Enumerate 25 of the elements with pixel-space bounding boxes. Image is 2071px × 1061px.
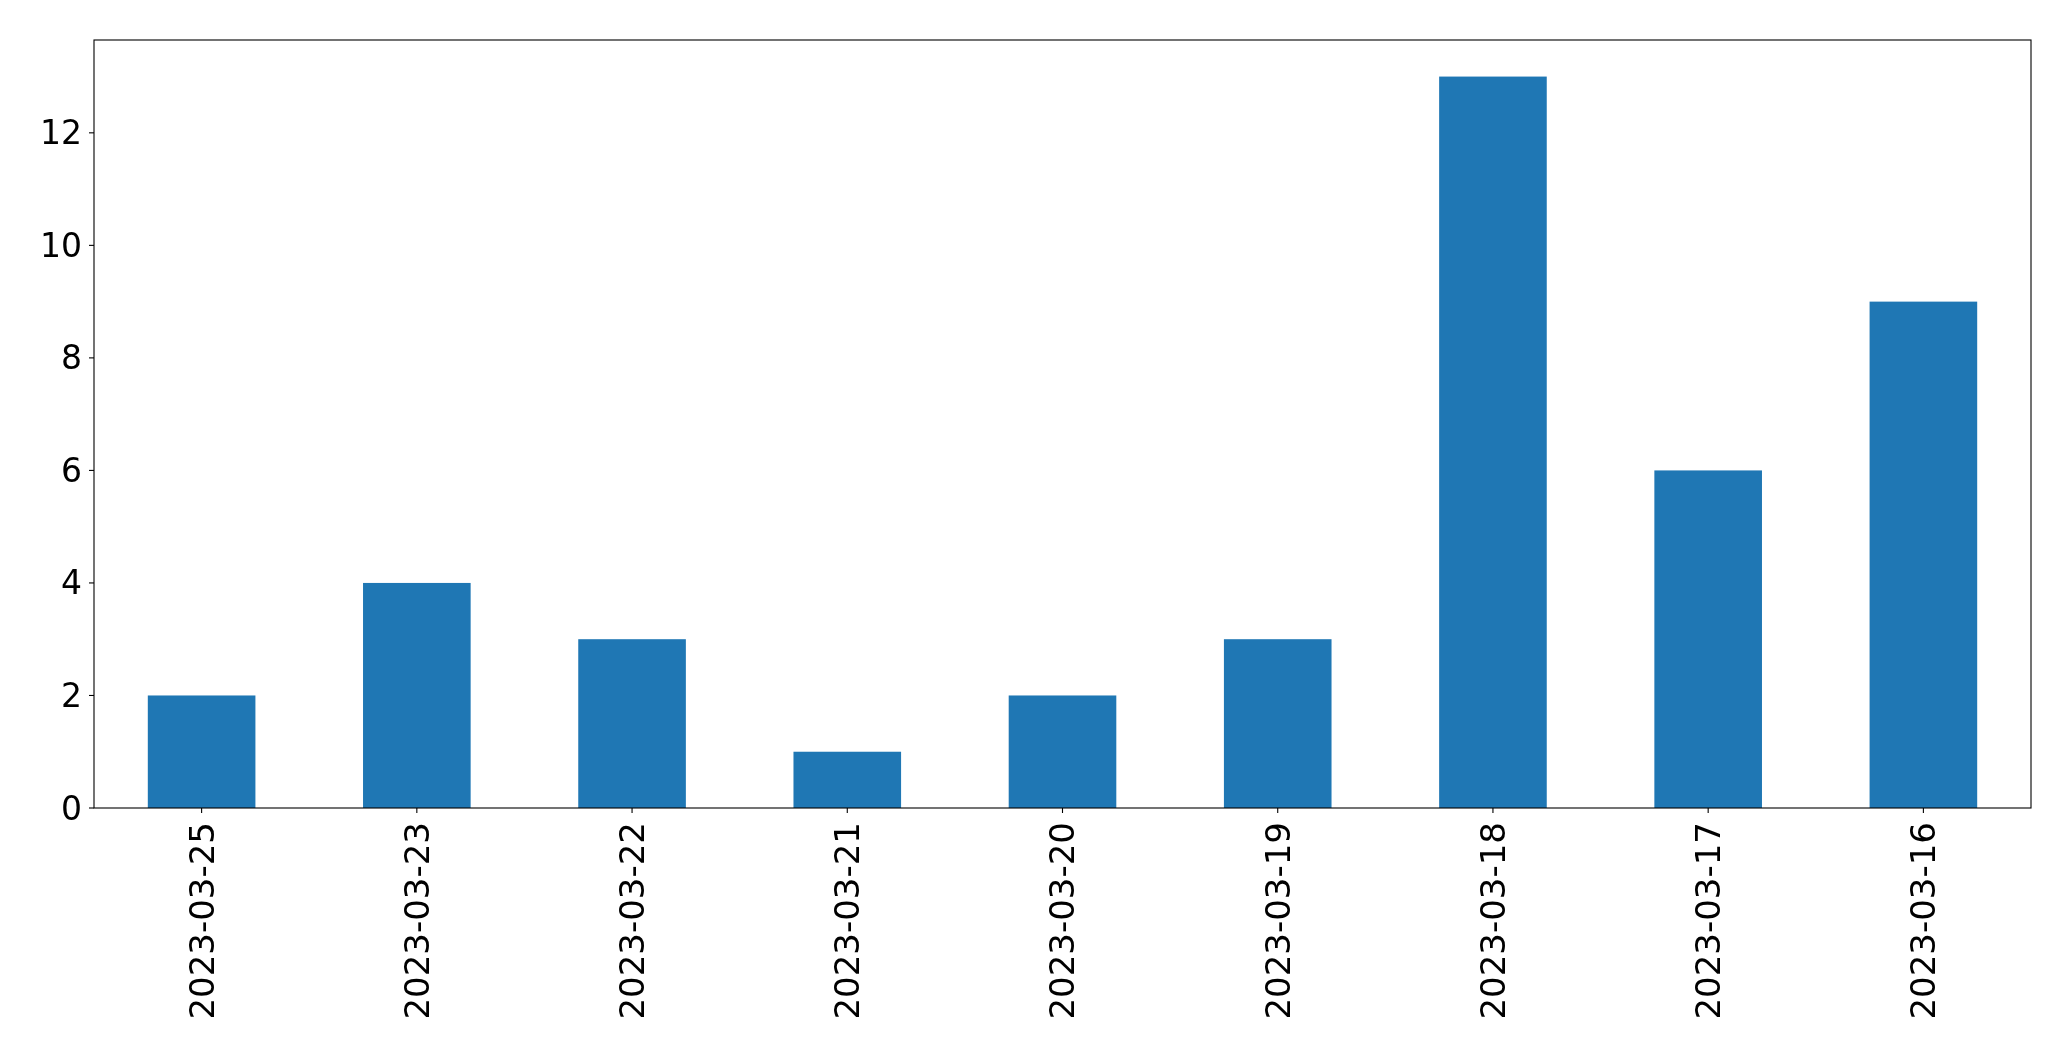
x-tick-label: 2023-03-23	[396, 822, 437, 1020]
y-tick-label: 0	[61, 788, 82, 828]
x-tick-label: 2023-03-20	[1042, 822, 1083, 1020]
y-tick-label: 12	[40, 113, 82, 153]
bar	[1008, 695, 1117, 808]
y-tick-label: 6	[61, 450, 82, 490]
x-tick-label: 2023-03-19	[1257, 822, 1298, 1020]
x-tick-label: 2023-03-25	[181, 822, 222, 1020]
bar	[1869, 301, 1978, 808]
bar	[1223, 639, 1332, 808]
bar	[578, 639, 686, 808]
bar	[147, 695, 256, 808]
bar	[1654, 470, 1762, 808]
x-tick-label: 2023-03-18	[1472, 822, 1513, 1020]
y-tick-label: 4	[61, 563, 82, 603]
bar	[1439, 76, 1547, 808]
y-tick-label: 2	[61, 676, 82, 716]
x-tick-label: 2023-03-21	[827, 822, 868, 1020]
bar	[793, 751, 902, 808]
x-tick-label: 2023-03-22	[611, 822, 652, 1020]
x-tick-label: 2023-03-16	[1903, 822, 1944, 1020]
x-tick-label: 2023-03-17	[1688, 822, 1729, 1020]
y-tick-label: 8	[61, 338, 82, 378]
bar	[363, 582, 471, 808]
y-tick-label: 10	[40, 225, 82, 265]
